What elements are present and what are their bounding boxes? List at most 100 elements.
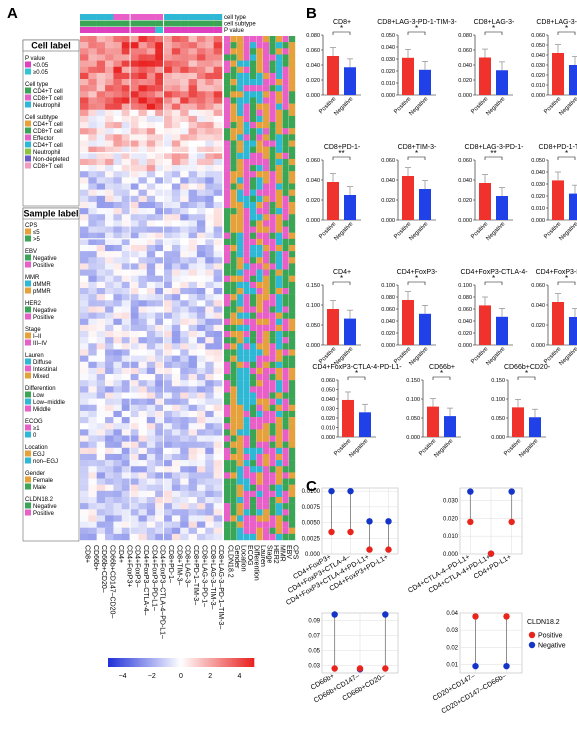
heatmap-cell (146, 398, 156, 405)
heatmap-cell (96, 417, 106, 424)
colorbar-segment (161, 658, 165, 667)
heatmap-cell (205, 208, 214, 215)
annotation-cell (256, 337, 263, 344)
heatmap-cell (80, 152, 89, 160)
heatmap-cell (188, 466, 198, 473)
annotation-cell (230, 527, 237, 535)
heatmap-cell (188, 404, 198, 412)
legend-entry: Positive (33, 511, 55, 517)
heatmap-cell (163, 386, 173, 393)
heatmap-cell (213, 484, 223, 492)
legend-swatch (25, 476, 31, 483)
legend-title-box (22, 39, 80, 52)
annotation-cell (250, 42, 257, 49)
heatmap-cell (80, 318, 89, 326)
legend-group-title: Cell subtype (25, 115, 59, 121)
annotation-cell (250, 152, 257, 160)
annotation-cell (237, 238, 244, 246)
annotation-cell (289, 337, 296, 344)
heatmap-cell (88, 490, 97, 498)
annotation-cell (263, 263, 270, 270)
heatmap-cell (80, 220, 89, 227)
heatmap-cell (155, 453, 164, 461)
annotation-cell (289, 91, 296, 98)
heatmap-cell (171, 60, 181, 67)
heatmap-cell (205, 152, 214, 160)
heatmap-cell (146, 214, 156, 221)
heatmap-cell (146, 152, 156, 160)
heatmap-cell (188, 478, 198, 485)
annotation-cell (276, 466, 283, 473)
annotation-cell (243, 220, 250, 227)
annotation-cell (243, 257, 250, 264)
heatmap-cell (188, 447, 198, 455)
annotation-cell (250, 509, 257, 516)
heatmap-cell (88, 355, 97, 362)
annotation-cell (237, 214, 244, 221)
heatmap-cell (96, 177, 106, 184)
heatmap-cell (205, 460, 214, 467)
heatmap-cell (105, 490, 114, 498)
heatmap-cell (121, 318, 131, 326)
heatmap-cell (196, 417, 206, 424)
annotation-cell (250, 54, 257, 61)
y-tick-label: 0.0050 (302, 521, 321, 527)
dot-plots-panel: 0.0000.00250.00500.00750.0100CD4+FoxP3+C… (285, 487, 566, 715)
annotation-cell (243, 521, 250, 528)
annotation-cell (276, 527, 283, 535)
heatmap-cell (163, 152, 173, 160)
annotation-cell (230, 251, 237, 258)
heatmap-cell (180, 490, 189, 498)
annotation-cell (243, 417, 250, 424)
heatmap-cell (196, 115, 206, 123)
heatmap-cell (88, 429, 97, 436)
heatmap-cell (171, 490, 181, 498)
annotation-cell (263, 294, 270, 301)
heatmap-cell (155, 171, 164, 178)
heatmap-cell (88, 36, 97, 43)
heatmap-cell (138, 288, 148, 295)
annotation-cell (224, 115, 231, 123)
heatmap-cell (163, 134, 173, 141)
heatmap-cell (180, 318, 189, 326)
annotation-cell (230, 208, 237, 215)
heatmap-cell (171, 91, 181, 98)
annotation-cell (243, 324, 250, 332)
heatmap-cell (205, 177, 214, 184)
annotation-cell (243, 54, 250, 61)
annotation-cell (224, 36, 231, 43)
heatmap-cell (146, 244, 156, 252)
heatmap-cell (163, 478, 173, 485)
heatmap-cell (155, 275, 164, 283)
heatmap-cell (121, 447, 131, 455)
y-tick-label: 0.03 (308, 664, 320, 670)
annotation-cell (282, 226, 289, 233)
heatmap-cell (171, 54, 181, 61)
heatmap-cell (171, 238, 181, 246)
heatmap-cell (188, 171, 198, 178)
annotation-cell (276, 214, 283, 221)
heatmap-cell (171, 478, 181, 485)
heatmap-cell (88, 122, 97, 129)
colorbar-segment (207, 658, 211, 667)
heatmap-cell (121, 103, 131, 110)
heatmap-cell (205, 226, 214, 233)
heatmap-cell (96, 122, 106, 129)
y-tick-label: 0.060 (458, 48, 472, 54)
annotation-cell (250, 134, 257, 141)
heatmap-cell (130, 484, 139, 492)
heatmap-cell (171, 115, 181, 123)
top-annotation-cell (88, 20, 97, 27)
heatmap-cell (213, 109, 223, 117)
annotation-cell (256, 521, 263, 528)
heatmap-cell (130, 103, 139, 110)
annotation-cell (224, 91, 231, 98)
annotation-cell (276, 238, 283, 246)
annotation-cell (256, 466, 263, 473)
annotation-cell (230, 48, 237, 55)
heatmap-cell (188, 355, 198, 362)
heatmap-cell (146, 36, 156, 43)
heatmap-cell (188, 232, 198, 240)
colorbar-segment (146, 658, 150, 667)
heatmap-cell (180, 48, 189, 55)
